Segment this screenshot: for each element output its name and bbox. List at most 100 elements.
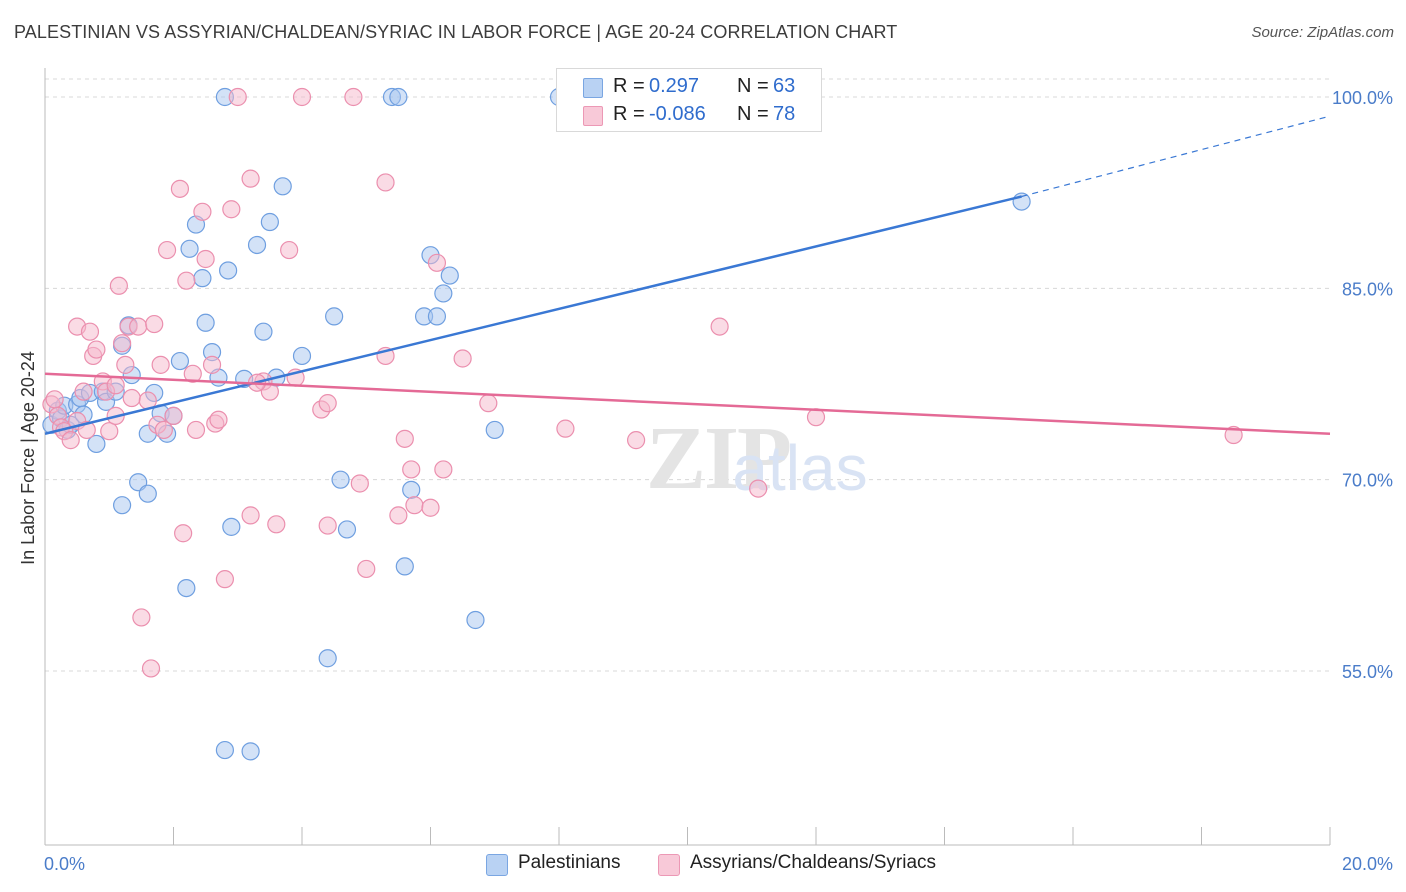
- palestinian-point: [180, 239, 199, 258]
- correlation-legend: R = 0.297 N = 63 R = -0.086 N = 78: [556, 68, 822, 132]
- assyrian-point: [434, 460, 453, 479]
- palestinian-point: [87, 434, 106, 454]
- assyrian-point: [479, 394, 498, 413]
- y-tick-labels: 55.0% 70.0% 85.0% 100.0%: [1332, 88, 1393, 682]
- palestinian-point: [273, 177, 292, 196]
- assyrian-point: [170, 179, 190, 198]
- legend-row-assyrians: R = -0.086 N = 78: [557, 101, 821, 129]
- axes: [44, 68, 1331, 846]
- legend-n-value: 78: [773, 103, 796, 125]
- legend-swatch-blue: [583, 78, 603, 98]
- legend-label: Assyrians/Chaldeans/Syriacs: [690, 852, 937, 873]
- assyrian-point: [292, 87, 312, 107]
- legend-r-label: R =: [613, 75, 645, 97]
- palestinian-point: [331, 470, 350, 489]
- assyrian-point: [389, 506, 408, 525]
- palestinian-point: [193, 269, 212, 288]
- palestinian-point: [196, 313, 215, 332]
- assyrian-point: [132, 608, 151, 627]
- assyrians-trend-line: [44, 372, 1331, 435]
- palestinians-trend-extension: [1021, 115, 1331, 198]
- assyrian-point: [626, 431, 646, 450]
- assyrian-point: [222, 200, 241, 219]
- palestinian-point: [247, 235, 267, 255]
- assyrian-point: [318, 516, 337, 535]
- assyrian-point: [209, 410, 228, 429]
- assyrian-point: [177, 271, 196, 290]
- legend-swatch-blue: [486, 854, 508, 876]
- assyrian-point: [350, 474, 369, 493]
- assyrian-point: [215, 570, 234, 589]
- x-tick-label: 0.0%: [44, 854, 85, 874]
- palestinian-point: [337, 520, 357, 539]
- assyrian-point: [453, 349, 472, 368]
- palestinian-point: [485, 420, 504, 440]
- palestinian-point: [325, 307, 344, 326]
- assyrian-point: [45, 390, 64, 409]
- x-tick-label: 20.0%: [1342, 854, 1393, 874]
- assyrian-point: [186, 420, 206, 440]
- assyrian-point: [183, 364, 202, 383]
- assyrian-point: [100, 422, 119, 441]
- palestinian-point: [170, 351, 190, 371]
- assyrian-point: [267, 515, 286, 534]
- palestinian-point: [466, 610, 485, 630]
- y-axis-label: In Labor Force | Age 20-24: [18, 351, 38, 565]
- y-tick-label: 70.0%: [1342, 471, 1393, 491]
- assyrian-point: [145, 314, 164, 334]
- legend-n-label: N =: [737, 103, 769, 125]
- assyrian-point: [241, 506, 260, 525]
- assyrian-point: [129, 317, 148, 336]
- assyrian-point: [421, 498, 440, 517]
- palestinian-point: [138, 484, 157, 503]
- palestinian-point: [112, 496, 132, 515]
- palestinian-point: [292, 346, 312, 366]
- assyrian-point: [427, 253, 447, 272]
- assyrian-point: [395, 429, 414, 448]
- palestinian-point: [254, 322, 273, 341]
- assyrian-point: [109, 276, 128, 295]
- palestinian-point: [434, 284, 453, 303]
- assyrian-point: [154, 420, 173, 440]
- assyrian-point: [710, 317, 729, 336]
- assyrian-point: [61, 431, 80, 450]
- y-tick-label: 55.0%: [1342, 662, 1393, 682]
- assyrian-point: [402, 460, 421, 479]
- assyrian-point: [749, 479, 768, 498]
- assyrian-point: [141, 659, 161, 678]
- legend-swatch-pink: [583, 106, 603, 126]
- trend-lines: [44, 115, 1331, 435]
- assyrian-point: [318, 394, 337, 413]
- assyrian-point: [228, 87, 247, 107]
- assyrian-point: [280, 240, 299, 260]
- assyrian-point: [405, 496, 424, 515]
- y-tick-label: 85.0%: [1342, 279, 1393, 299]
- assyrian-point: [157, 240, 177, 260]
- assyrian-point: [174, 524, 193, 543]
- series-assyrians: [42, 87, 1243, 678]
- legend-r-value: 0.297: [649, 75, 700, 97]
- y-tick-label: 100.0%: [1332, 88, 1393, 108]
- assyrian-point: [74, 382, 93, 401]
- bottom-legend-palestinians: Palestinians: [486, 850, 646, 878]
- palestinian-point: [241, 742, 260, 761]
- assyrian-point: [80, 322, 100, 341]
- source-label: Source: ZipAtlas.com: [1251, 24, 1394, 41]
- svg-text:ZIP: ZIP: [646, 409, 790, 508]
- palestinian-point: [215, 740, 234, 760]
- palestinian-point: [260, 212, 279, 232]
- chart-title: PALESTINIAN VS ASSYRIAN/CHALDEAN/SYRIAC …: [14, 22, 898, 42]
- assyrian-point: [241, 169, 260, 188]
- assyrian-point: [193, 202, 212, 221]
- assyrian-point: [151, 355, 170, 374]
- assyrian-point: [196, 249, 215, 269]
- assyrian-point: [1224, 425, 1243, 445]
- legend-row-palestinians: R = 0.297 N = 63: [557, 73, 821, 101]
- assyrian-point: [106, 376, 125, 395]
- palestinian-point: [395, 557, 414, 576]
- palestinian-point: [318, 649, 337, 668]
- palestinian-point: [402, 480, 421, 499]
- assyrian-point: [116, 355, 135, 374]
- legend-swatch-pink: [658, 854, 680, 876]
